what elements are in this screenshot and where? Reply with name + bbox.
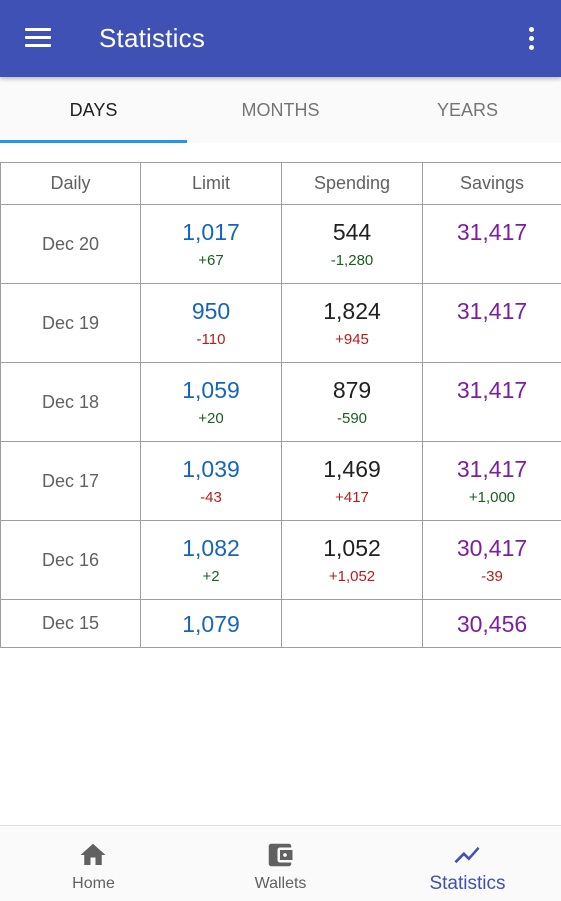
savings-delta — [423, 330, 561, 350]
date-cell: Dec 20 — [1, 205, 141, 284]
column-header-daily: Daily — [1, 163, 141, 205]
menu-icon[interactable] — [22, 24, 54, 52]
column-header-limit: Limit — [141, 163, 282, 205]
date-cell: Dec 15 — [1, 600, 141, 648]
savings-value: 31,417 — [423, 297, 561, 325]
savings-value: 31,417 — [423, 218, 561, 246]
bottom-navigation: Home Wallets Statistics — [0, 825, 561, 901]
limit-delta: +20 — [141, 409, 281, 429]
date-cell: Dec 16 — [1, 521, 141, 600]
limit-cell: 1,039 -43 — [141, 442, 282, 521]
savings-cell: 31,417 — [423, 205, 561, 284]
tab-months[interactable]: MONTHS — [187, 77, 374, 143]
statistics-table: Daily Limit Spending Savings Dec 20 1,01… — [0, 162, 561, 648]
spending-delta: -1,280 — [282, 251, 422, 271]
limit-delta: -43 — [141, 488, 281, 508]
column-header-savings: Savings — [423, 163, 561, 205]
app-bar: Statistics — [0, 0, 561, 77]
savings-cell: 30,417 -39 — [423, 521, 561, 600]
limit-cell: 950 -110 — [141, 284, 282, 363]
nav-statistics-label: Statistics — [374, 873, 561, 895]
page-title: Statistics — [99, 23, 205, 54]
nav-wallets[interactable]: Wallets — [187, 826, 374, 901]
tab-years[interactable]: YEARS — [374, 77, 561, 143]
nav-statistics[interactable]: Statistics — [374, 826, 561, 901]
spending-cell: 544 -1,280 — [282, 205, 423, 284]
table-row[interactable]: Dec 16 1,082 +2 1,052 +1,052 30,417 -39 — [1, 521, 561, 600]
spending-value: 544 — [282, 218, 422, 246]
limit-delta: +67 — [141, 251, 281, 271]
savings-delta — [423, 251, 561, 271]
spending-delta: +945 — [282, 330, 422, 350]
savings-delta: -39 — [423, 567, 561, 587]
date-cell: Dec 17 — [1, 442, 141, 521]
savings-value: 30,456 — [423, 610, 561, 638]
spending-value: 1,824 — [282, 297, 422, 325]
date-cell: Dec 18 — [1, 363, 141, 442]
spending-delta: +417 — [282, 488, 422, 508]
trending-up-icon — [452, 840, 482, 870]
savings-delta: +1,000 — [423, 488, 561, 508]
nav-wallets-label: Wallets — [187, 875, 374, 893]
period-tabs: DAYS MONTHS YEARS — [0, 77, 561, 143]
table-row[interactable]: Dec 17 1,039 -43 1,469 +417 31,417 +1,00… — [1, 442, 561, 521]
limit-value: 1,017 — [141, 218, 281, 246]
spending-cell: 1,052 +1,052 — [282, 521, 423, 600]
table-row[interactable]: Dec 18 1,059 +20 879 -590 31,417 — [1, 363, 561, 442]
savings-cell: 31,417 +1,000 — [423, 442, 561, 521]
spending-value: 1,469 — [282, 455, 422, 483]
limit-value: 1,082 — [141, 534, 281, 562]
limit-cell: 1,082 +2 — [141, 521, 282, 600]
spending-cell: 1,469 +417 — [282, 442, 423, 521]
limit-cell: 1,059 +20 — [141, 363, 282, 442]
limit-value: 1,079 — [141, 610, 281, 638]
spending-delta: +1,052 — [282, 567, 422, 587]
limit-cell: 1,079 — [141, 600, 282, 648]
savings-value: 30,417 — [423, 534, 561, 562]
savings-value: 31,417 — [423, 455, 561, 483]
limit-value: 950 — [141, 297, 281, 325]
savings-value: 31,417 — [423, 376, 561, 404]
spending-value: 879 — [282, 376, 422, 404]
savings-delta — [423, 409, 561, 429]
table-header-row: Daily Limit Spending Savings — [1, 163, 561, 205]
savings-cell: 31,417 — [423, 284, 561, 363]
savings-cell: 30,456 — [423, 600, 561, 648]
nav-home[interactable]: Home — [0, 826, 187, 901]
spending-cell — [282, 600, 423, 648]
spending-cell: 1,824 +945 — [282, 284, 423, 363]
wallet-icon — [265, 840, 295, 870]
limit-delta: -110 — [141, 330, 281, 350]
spending-value: 1,052 — [282, 534, 422, 562]
table-row[interactable]: Dec 19 950 -110 1,824 +945 31,417 — [1, 284, 561, 363]
spending-cell: 879 -590 — [282, 363, 423, 442]
limit-delta: +2 — [141, 567, 281, 587]
tab-days[interactable]: DAYS — [0, 77, 187, 143]
limit-value: 1,059 — [141, 376, 281, 404]
spending-delta: -590 — [282, 409, 422, 429]
nav-home-label: Home — [0, 875, 187, 893]
home-icon — [78, 840, 108, 870]
limit-value: 1,039 — [141, 455, 281, 483]
column-header-spending: Spending — [282, 163, 423, 205]
table-row[interactable]: Dec 15 1,079 30,456 — [1, 600, 561, 648]
table-row[interactable]: Dec 20 1,017 +67 544 -1,280 31,417 — [1, 205, 561, 284]
more-vert-icon[interactable] — [520, 24, 544, 54]
date-cell: Dec 19 — [1, 284, 141, 363]
limit-cell: 1,017 +67 — [141, 205, 282, 284]
savings-cell: 31,417 — [423, 363, 561, 442]
